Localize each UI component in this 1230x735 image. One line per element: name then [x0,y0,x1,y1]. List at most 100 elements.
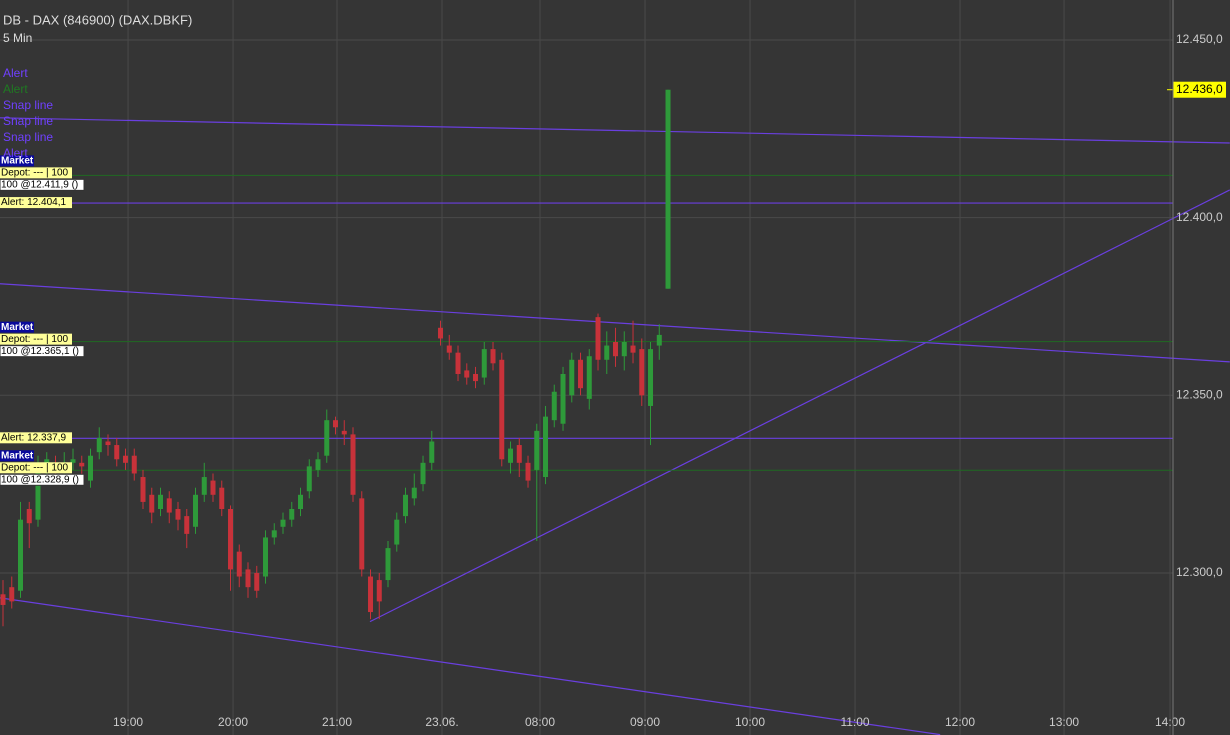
candle-body [516,445,522,463]
candle-body [648,349,654,406]
candle-body [420,462,426,485]
candle-body [166,498,172,513]
side-label: Snap line [3,130,53,144]
order-label-box [0,345,85,358]
candle-body [35,469,41,520]
candle-body [306,466,312,492]
order-depot: Depot: --- | 100 [1,462,69,473]
x-tick-label: 23.06. [425,715,458,729]
order-market: Market [1,450,34,461]
order-label-box [0,473,85,486]
candle-body [350,434,356,495]
x-tick-label: 19:00 [113,715,143,729]
x-tick-label: 21:00 [322,715,352,729]
order-market-box [0,155,34,167]
order-depot-box [0,333,72,345]
candle-body [175,509,181,520]
candle-body [26,509,32,524]
x-tick-label: 08:00 [525,715,555,729]
x-tick-label: 14:00 [1155,715,1185,729]
candle-body [193,494,199,527]
candle-body [429,441,435,463]
candle-body [656,334,662,346]
candle-body [385,548,391,581]
candle-body [9,587,15,602]
y-tick-label: 12.300,0 [1176,565,1223,579]
candle-body [438,327,444,339]
candle-body [79,462,85,467]
candle-body [18,519,24,591]
alert-box [0,197,72,209]
candle-body [551,391,557,421]
candle-body [359,498,365,570]
candle-body [569,359,575,396]
side-label: Snap line [3,98,53,112]
candle-body [464,370,470,378]
last-price-box [1173,81,1226,98]
candle-body [149,494,155,513]
alert-box [0,432,72,444]
candle-body [534,430,540,470]
candle-body [403,494,409,517]
side-label: Alert [3,82,28,96]
candle-body [280,519,286,527]
candle-body [368,576,374,613]
trendline [0,117,1230,144]
candle-body [481,349,487,378]
y-tick-label: 12.400,0 [1176,210,1223,224]
candle-body [639,349,645,396]
candle-body [473,373,479,382]
order-label: 100 @12.365,1 () [1,346,79,357]
side-label: Alert [3,146,28,160]
chart-subtitle: 5 Min [3,31,32,45]
candle-body [105,441,111,446]
candle-body [525,462,531,481]
order-market: Market [1,322,34,333]
order-depot-box [0,462,72,474]
trendline [0,283,1230,363]
candle-body [490,349,496,364]
trendline [369,189,1230,623]
order-market: Market [1,155,34,166]
candle-body [665,89,671,289]
candle-body [254,572,260,591]
candle-body [341,430,347,435]
side-label: Alert [3,66,28,80]
candle-body [586,356,592,399]
candle-body [271,530,277,538]
candle-body [324,420,330,456]
candle-body [0,594,6,605]
candle-body [184,516,190,534]
candle-body [333,420,339,428]
candle-body [123,455,129,463]
candle-body [560,373,566,424]
candle-body [158,494,164,510]
candle-body [578,359,584,389]
candle-body [289,509,295,520]
candle-body [219,487,225,510]
candle-body [210,480,216,495]
candle-body [114,445,120,460]
candle-body [455,352,461,374]
candle-body [88,455,94,481]
candle-body [604,345,610,360]
candle-body [630,345,636,353]
drawings [0,117,1230,735]
x-tick-label: 12:00 [945,715,975,729]
y-tick-label: 12.350,0 [1176,387,1223,401]
candle-body [96,437,102,453]
x-tick-label: 11:00 [840,715,869,729]
order-label: 100 @12.328,9 () [1,474,79,485]
candle-body [508,448,514,463]
candle-body [621,342,627,357]
x-tick-label: 09:00 [630,715,660,729]
trendline [0,597,941,735]
x-tick-label: 13:00 [1049,715,1079,729]
side-label: Snap line [3,114,53,128]
order-market-box [0,321,34,333]
candle-body [140,477,146,502]
x-tick-label: 20:00 [218,715,248,729]
last-price-label: 12.436,0 [1176,82,1223,96]
